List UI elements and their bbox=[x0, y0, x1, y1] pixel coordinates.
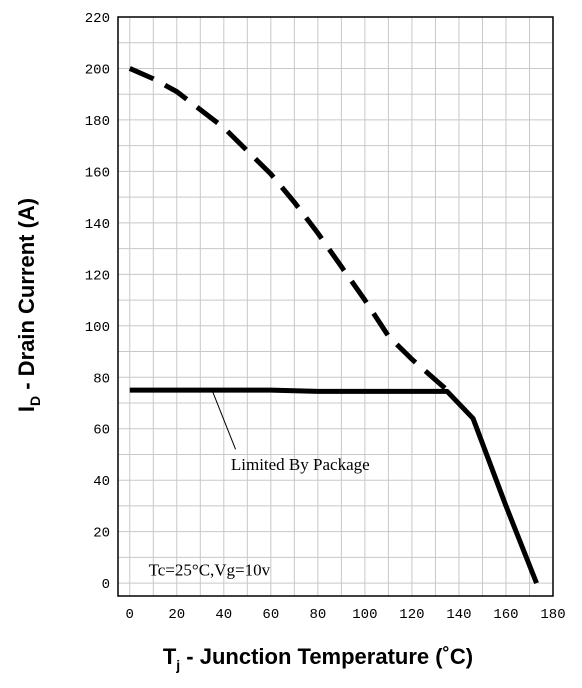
x-tick-label: 40 bbox=[215, 607, 232, 623]
annotation-pointer-line bbox=[211, 389, 237, 450]
x-tick-label: 20 bbox=[168, 607, 185, 623]
y-tick-label: 100 bbox=[85, 320, 110, 336]
annotation-limited-by-package: Limited By Package bbox=[231, 455, 370, 474]
x-tick-label: 60 bbox=[262, 607, 279, 623]
x-tick-label: 100 bbox=[352, 607, 377, 623]
y-tick-label: 160 bbox=[85, 165, 110, 181]
grid-lines bbox=[118, 16, 554, 596]
plot-frame bbox=[117, 16, 554, 597]
x-tick-label: 140 bbox=[446, 607, 471, 623]
x-axis-label-main: T bbox=[163, 644, 177, 669]
x-tick-label: 180 bbox=[540, 607, 565, 623]
x-axis-label-sub: j bbox=[175, 657, 180, 673]
y-axis-label-rest: - Drain Current (A) bbox=[14, 198, 39, 396]
x-tick-label: 120 bbox=[399, 607, 424, 623]
x-tick-label: 160 bbox=[493, 607, 518, 623]
x-tick-label: 0 bbox=[126, 607, 134, 623]
y-tick-label: 200 bbox=[85, 62, 110, 78]
y-tick-label: 0 bbox=[102, 577, 110, 593]
y-tick-label: 220 bbox=[85, 11, 110, 27]
annotations: Limited By Package Tc=25°C,Vg=10v bbox=[149, 389, 370, 579]
annotation-test-conditions: Tc=25°C,Vg=10v bbox=[149, 560, 271, 579]
package-limit-curve bbox=[129, 387, 539, 585]
dashed-current-curve bbox=[128, 66, 449, 393]
series-layer bbox=[128, 66, 539, 585]
y-tick-label: 40 bbox=[93, 474, 110, 490]
y-tick-label: 120 bbox=[85, 268, 110, 284]
y-axis-label-sub: D bbox=[27, 396, 43, 406]
y-axis-label-main: I bbox=[14, 406, 39, 412]
y-tick-label: 80 bbox=[93, 371, 110, 387]
x-tick-labels: 0 20 40 60 80 100 120 140 160 180 bbox=[126, 607, 566, 623]
y-tick-label: 20 bbox=[93, 526, 110, 542]
x-axis-label-rest: - Junction Temperature (˚C) bbox=[180, 644, 473, 669]
y-tick-label: 60 bbox=[93, 423, 110, 439]
y-tick-labels: 0 20 40 60 80 100 120 140 160 180 200 220 bbox=[85, 11, 110, 593]
y-axis-label: ID - Drain Current (A) bbox=[14, 198, 43, 412]
x-tick-label: 80 bbox=[309, 607, 326, 623]
x-axis-label: Tj - Junction Temperature (˚C) bbox=[163, 644, 473, 673]
y-tick-label: 140 bbox=[85, 217, 110, 233]
y-tick-label: 180 bbox=[85, 114, 110, 130]
